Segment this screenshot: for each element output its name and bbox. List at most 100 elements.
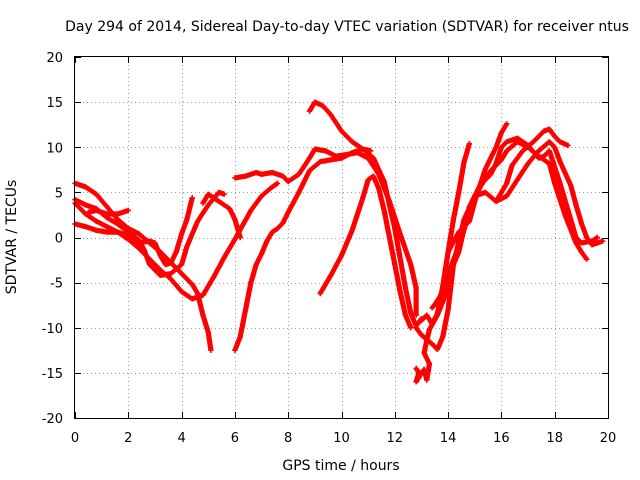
data-point	[104, 224, 110, 230]
data-point	[210, 274, 217, 280]
data-point	[168, 260, 174, 266]
data-point	[424, 377, 430, 383]
data-point	[216, 189, 222, 195]
data-point	[115, 229, 121, 235]
data-point	[258, 193, 265, 199]
data-point	[504, 121, 510, 127]
data-point	[466, 218, 473, 224]
data-point	[413, 325, 419, 331]
data-point	[338, 128, 345, 134]
data-point	[221, 254, 227, 260]
data-point	[221, 191, 227, 197]
data-point	[546, 126, 552, 132]
data-point	[184, 216, 190, 223]
data-point	[424, 312, 430, 318]
x-tick-label: 20	[600, 431, 617, 446]
y-tick-label: 5	[55, 186, 63, 201]
data-point	[200, 312, 206, 318]
data-point	[205, 191, 211, 197]
data-point	[136, 231, 142, 237]
data-point	[312, 99, 318, 105]
data-point	[392, 261, 398, 268]
data-point	[426, 326, 433, 333]
data-point	[242, 173, 249, 179]
series-arc-4	[72, 195, 195, 268]
data-point	[232, 236, 238, 242]
data-point	[189, 281, 195, 288]
y-tick-label: -20	[42, 412, 63, 427]
data-point	[83, 224, 89, 230]
y-axis-label: SDTVAR / TECUs	[4, 180, 20, 295]
data-point	[296, 189, 302, 195]
y-tick-label: 15	[46, 96, 63, 111]
data-point	[573, 234, 579, 241]
data-point	[179, 261, 185, 268]
data-point	[147, 256, 153, 262]
data-point	[136, 240, 142, 246]
data-point	[189, 195, 195, 201]
data-point	[541, 153, 547, 159]
data-point	[368, 148, 374, 154]
data-point	[397, 289, 403, 295]
data-point	[317, 159, 323, 165]
data-point	[360, 146, 366, 152]
data-point	[525, 142, 531, 149]
data-point	[242, 307, 249, 313]
data-point	[594, 234, 600, 241]
data-point	[584, 234, 590, 241]
data-point	[472, 198, 478, 204]
data-point	[536, 148, 542, 154]
data-point	[461, 159, 467, 165]
data-point	[125, 233, 131, 239]
series-marks	[200, 191, 243, 241]
data-point	[157, 252, 163, 259]
y-tick-label: 10	[46, 141, 63, 156]
data-marks	[72, 99, 606, 385]
y-tick-label: 0	[55, 232, 63, 247]
data-point	[525, 160, 531, 167]
data-point	[280, 220, 286, 226]
data-point	[578, 240, 584, 246]
data-point	[456, 249, 462, 255]
data-point	[104, 204, 110, 210]
data-point	[498, 130, 504, 136]
series-arc-6	[200, 191, 243, 241]
data-point	[168, 276, 174, 282]
data-point	[115, 211, 121, 217]
data-point	[338, 252, 345, 259]
data-point	[194, 218, 201, 224]
data-point	[349, 139, 355, 145]
data-point	[421, 366, 427, 372]
series-arc-10	[317, 173, 414, 331]
data-point	[370, 155, 377, 161]
data-point	[536, 155, 542, 161]
data-point	[328, 112, 334, 118]
series-arc-9	[306, 99, 425, 329]
data-point	[83, 202, 89, 208]
x-tick-label: 12	[387, 431, 404, 446]
data-point	[83, 211, 89, 217]
data-point	[434, 310, 441, 316]
data-point	[168, 271, 174, 277]
series-marks	[445, 121, 510, 255]
data-point	[578, 249, 584, 255]
data-point	[333, 153, 339, 159]
data-point	[514, 135, 520, 141]
data-point	[93, 227, 99, 233]
data-point	[456, 189, 462, 195]
y-tick-label: -10	[42, 322, 63, 337]
y-tick-label: -5	[50, 277, 63, 292]
data-point	[312, 146, 318, 152]
chart-title: Day 294 of 2014, Sidereal Day-to-day VTE…	[65, 19, 629, 35]
data-point	[253, 169, 259, 176]
axis-ticks: 0 2 4 6 8 10 12 14 16 18 20 -20 -15 -10 -5 0 5 10 15 20	[42, 51, 617, 446]
data-point	[269, 184, 275, 190]
data-point	[557, 180, 563, 186]
data-point	[306, 155, 313, 161]
data-point	[253, 261, 259, 268]
data-point	[509, 162, 515, 168]
data-point	[493, 160, 499, 167]
data-point	[328, 272, 334, 279]
data-point	[408, 325, 414, 331]
